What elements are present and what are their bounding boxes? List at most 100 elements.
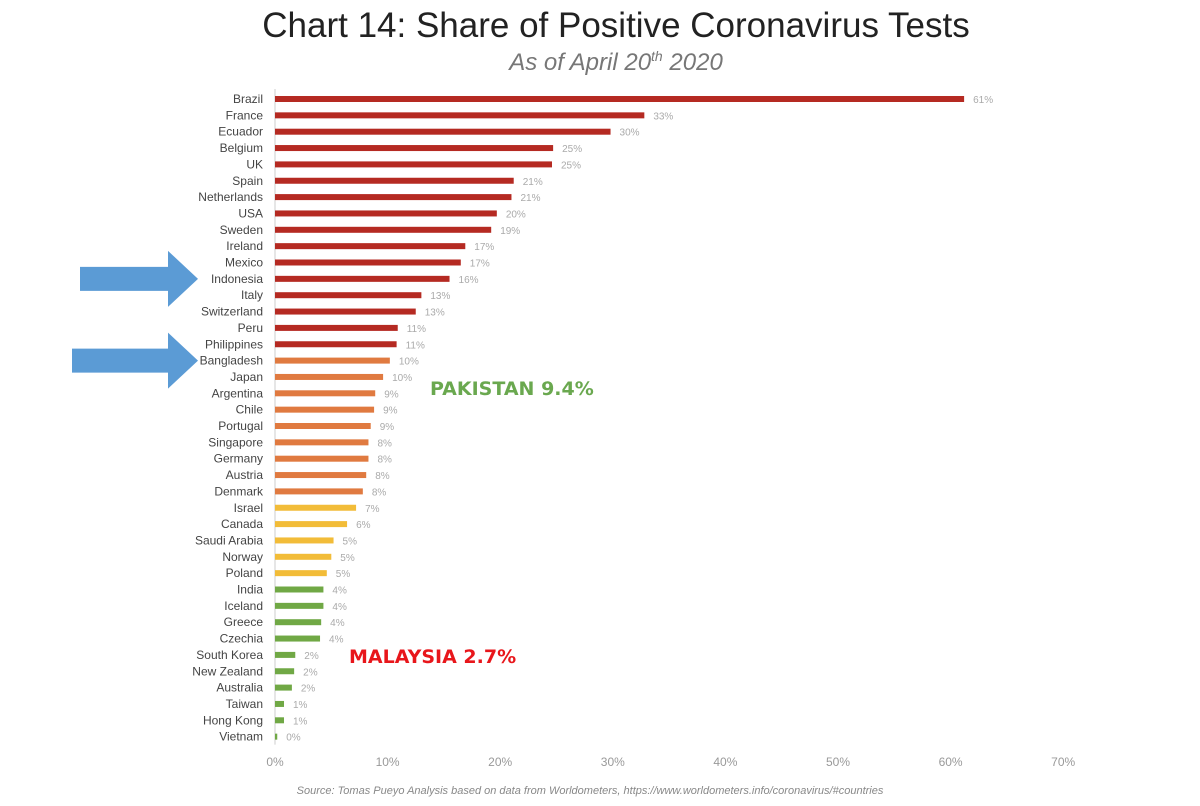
- bar-norway: [275, 553, 332, 560]
- data-label-poland: 5%: [336, 569, 351, 580]
- x-tick-label: 50%: [826, 755, 850, 769]
- category-label-france: France: [226, 108, 264, 122]
- category-label-iceland: Iceland: [224, 599, 263, 613]
- data-label-vietnam: 0%: [286, 733, 301, 744]
- category-label-hong-kong: Hong Kong: [203, 713, 263, 727]
- category-label-philippines: Philippines: [205, 337, 263, 351]
- bar-spain: [275, 177, 514, 184]
- bar-sweden: [275, 226, 492, 233]
- x-tick-label: 0%: [266, 755, 284, 769]
- x-tick-label: 20%: [488, 755, 512, 769]
- category-label-brazil: Brazil: [233, 92, 263, 106]
- bar-austria: [275, 472, 367, 479]
- data-label-greece: 4%: [330, 618, 345, 629]
- category-label-sweden: Sweden: [220, 223, 263, 237]
- category-label-denmark: Denmark: [214, 484, 264, 498]
- bar-saudi-arabia: [275, 537, 334, 544]
- bar-mexico: [275, 259, 461, 266]
- source-note: Source: Tomas Pueyo Analysis based on da…: [296, 785, 884, 797]
- chart-title: Chart 14: Share of Positive Coronavirus …: [262, 6, 970, 45]
- category-label-australia: Australia: [216, 681, 263, 695]
- category-label-new-zealand: New Zealand: [192, 664, 263, 678]
- bar-germany: [275, 455, 369, 462]
- bar-israel: [275, 504, 357, 511]
- data-label-uk: 25%: [561, 160, 581, 171]
- bar-canada: [275, 521, 348, 528]
- subtitle-superscript: th: [651, 48, 663, 64]
- category-label-south-korea: South Korea: [196, 648, 263, 662]
- data-label-france: 33%: [653, 111, 673, 122]
- data-label-singapore: 8%: [377, 438, 392, 449]
- data-label-netherlands: 21%: [520, 193, 540, 204]
- bar-new-zealand: [275, 668, 295, 675]
- data-label-argentina: 9%: [384, 389, 399, 400]
- data-label-canada: 6%: [356, 520, 371, 531]
- data-label-austria: 8%: [375, 471, 390, 482]
- data-label-south-korea: 2%: [304, 651, 319, 662]
- bar-belgium: [275, 145, 554, 152]
- bar-indonesia: [275, 275, 450, 282]
- category-label-austria: Austria: [226, 468, 264, 482]
- x-tick-label: 10%: [376, 755, 400, 769]
- bar-australia: [275, 684, 292, 691]
- bar-denmark: [275, 488, 363, 495]
- data-label-iceland: 4%: [332, 602, 347, 613]
- category-label-peru: Peru: [238, 321, 263, 335]
- data-label-taiwan: 1%: [293, 700, 308, 711]
- bar-uk: [275, 161, 552, 168]
- data-label-hong-kong: 1%: [293, 716, 308, 727]
- bar-south-korea: [275, 651, 296, 658]
- data-label-australia: 2%: [301, 684, 316, 695]
- category-label-poland: Poland: [226, 566, 263, 580]
- data-label-denmark: 8%: [372, 487, 387, 498]
- bar-philippines: [275, 341, 397, 348]
- data-label-philippines: 11%: [406, 340, 425, 351]
- bar-argentina: [275, 390, 376, 397]
- category-label-japan: Japan: [230, 370, 263, 384]
- data-label-new-zealand: 2%: [303, 667, 318, 678]
- category-label-usa: USA: [238, 206, 263, 220]
- data-label-portugal: 9%: [380, 422, 395, 433]
- category-label-greece: Greece: [224, 615, 264, 629]
- bar-netherlands: [275, 194, 512, 201]
- bar-greece: [275, 619, 322, 626]
- data-label-ecuador: 30%: [620, 128, 640, 139]
- subtitle-prefix: As of April 20: [509, 49, 652, 76]
- category-label-uk: UK: [246, 157, 263, 171]
- bar-brazil: [275, 96, 965, 102]
- category-label-indonesia: Indonesia: [211, 272, 263, 286]
- data-label-chile: 9%: [383, 406, 398, 417]
- bar-taiwan: [275, 700, 285, 707]
- malaysia-annotation: MALAYSIA 2.7%: [349, 646, 517, 668]
- arrow-icon: [72, 332, 198, 389]
- bar-iceland: [275, 602, 324, 609]
- bar-singapore: [275, 439, 369, 446]
- category-label-switzerland: Switzerland: [201, 305, 263, 319]
- category-label-bangladesh: Bangladesh: [200, 354, 263, 368]
- data-label-mexico: 17%: [470, 259, 490, 270]
- data-label-germany: 8%: [377, 455, 392, 466]
- category-label-mexico: Mexico: [225, 256, 263, 270]
- x-tick-label: 40%: [713, 755, 737, 769]
- category-label-belgium: Belgium: [220, 141, 263, 155]
- category-label-ireland: Ireland: [226, 239, 263, 253]
- data-label-norway: 5%: [340, 553, 355, 564]
- bar-japan: [275, 373, 384, 380]
- data-label-brazil: 61%: [973, 95, 993, 106]
- pakistan-annotation: PAKISTAN 9.4%: [430, 378, 594, 400]
- data-label-peru: 11%: [407, 324, 426, 335]
- data-label-sweden: 19%: [500, 226, 520, 237]
- data-label-indonesia: 16%: [459, 275, 479, 286]
- bar-bangladesh: [275, 357, 390, 364]
- bar-switzerland: [275, 308, 416, 315]
- category-label-italy: Italy: [241, 288, 263, 302]
- bar-usa: [275, 210, 497, 217]
- data-label-usa: 20%: [506, 209, 526, 220]
- data-label-israel: 7%: [365, 504, 380, 515]
- data-label-bangladesh: 10%: [399, 357, 419, 368]
- x-tick-label: 60%: [939, 755, 963, 769]
- category-label-israel: Israel: [234, 501, 263, 515]
- category-label-norway: Norway: [222, 550, 263, 564]
- chart-subtitle: As of April 20th 2020: [0, 48, 1200, 77]
